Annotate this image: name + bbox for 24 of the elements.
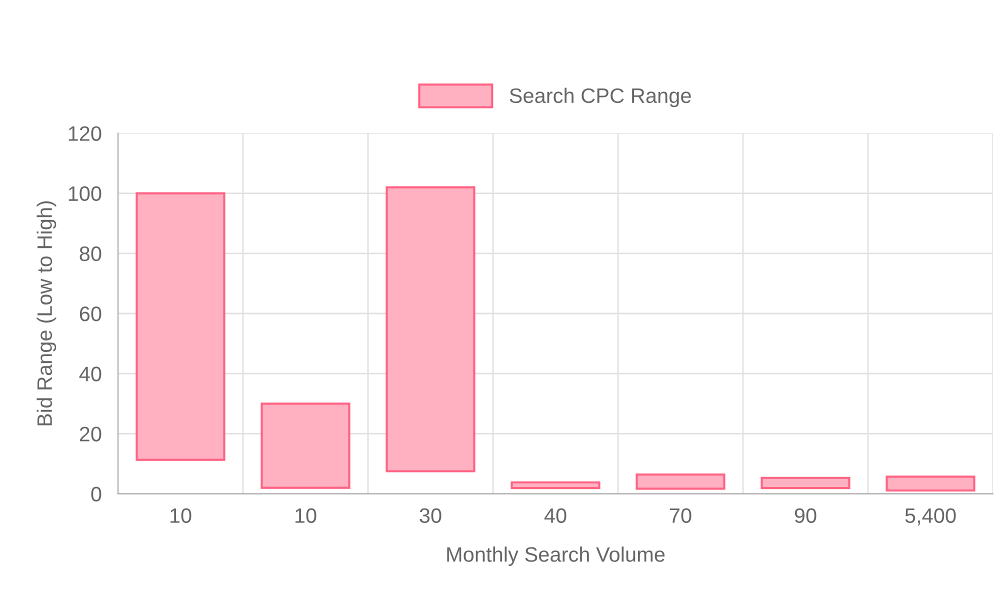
bar bbox=[260, 402, 350, 489]
x-tick-label: 5,400 bbox=[905, 508, 956, 526]
x-tick-label: 30 bbox=[420, 508, 442, 523]
y-axis-title: Bid Range (Low to High) bbox=[36, 201, 56, 426]
legend-label: Search CPC Range bbox=[510, 88, 691, 108]
y-tick-label: 20 bbox=[80, 426, 102, 442]
y-tick-label: 120 bbox=[68, 126, 102, 141]
x-tick-label: 70 bbox=[670, 508, 692, 523]
y-tick-label: 40 bbox=[79, 366, 102, 382]
x-tick-label: 40 bbox=[544, 508, 566, 523]
x-tick-label: 10 bbox=[170, 508, 192, 523]
bar bbox=[136, 192, 226, 461]
y-tick-label: 100 bbox=[68, 186, 102, 202]
bar bbox=[886, 476, 976, 492]
y-tick-label: 60 bbox=[80, 306, 102, 322]
x-axis-title: Monthly Search Volume bbox=[447, 546, 665, 566]
y-tick-label: 0 bbox=[91, 486, 102, 502]
bar bbox=[636, 474, 726, 490]
bar bbox=[386, 186, 476, 472]
bar bbox=[760, 476, 850, 490]
x-tick-label: 90 bbox=[794, 508, 816, 523]
x-tick-label: 10 bbox=[296, 508, 316, 523]
bar bbox=[510, 481, 600, 490]
y-tick-label: 80 bbox=[80, 246, 102, 262]
